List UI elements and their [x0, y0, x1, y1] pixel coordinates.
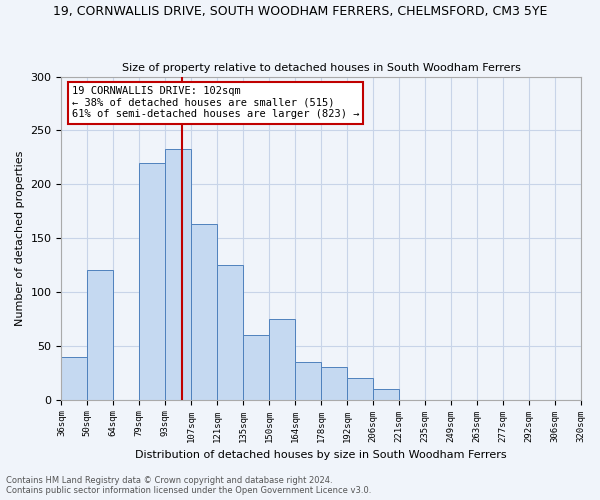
Bar: [347, 378, 373, 400]
Bar: [191, 224, 217, 400]
Bar: [88, 270, 113, 400]
Bar: [243, 335, 269, 400]
Y-axis label: Number of detached properties: Number of detached properties: [15, 150, 25, 326]
Bar: [165, 148, 191, 400]
Bar: [321, 368, 347, 400]
Bar: [139, 162, 165, 400]
Text: 19, CORNWALLIS DRIVE, SOUTH WOODHAM FERRERS, CHELMSFORD, CM3 5YE: 19, CORNWALLIS DRIVE, SOUTH WOODHAM FERR…: [53, 5, 547, 18]
Bar: [295, 362, 321, 400]
Bar: [373, 389, 399, 400]
Text: Contains HM Land Registry data © Crown copyright and database right 2024.
Contai: Contains HM Land Registry data © Crown c…: [6, 476, 371, 495]
Bar: [61, 356, 88, 400]
Title: Size of property relative to detached houses in South Woodham Ferrers: Size of property relative to detached ho…: [122, 63, 520, 73]
Bar: [217, 265, 243, 400]
Text: 19 CORNWALLIS DRIVE: 102sqm
← 38% of detached houses are smaller (515)
61% of se: 19 CORNWALLIS DRIVE: 102sqm ← 38% of det…: [72, 86, 359, 120]
Bar: [269, 319, 295, 400]
X-axis label: Distribution of detached houses by size in South Woodham Ferrers: Distribution of detached houses by size …: [135, 450, 507, 460]
